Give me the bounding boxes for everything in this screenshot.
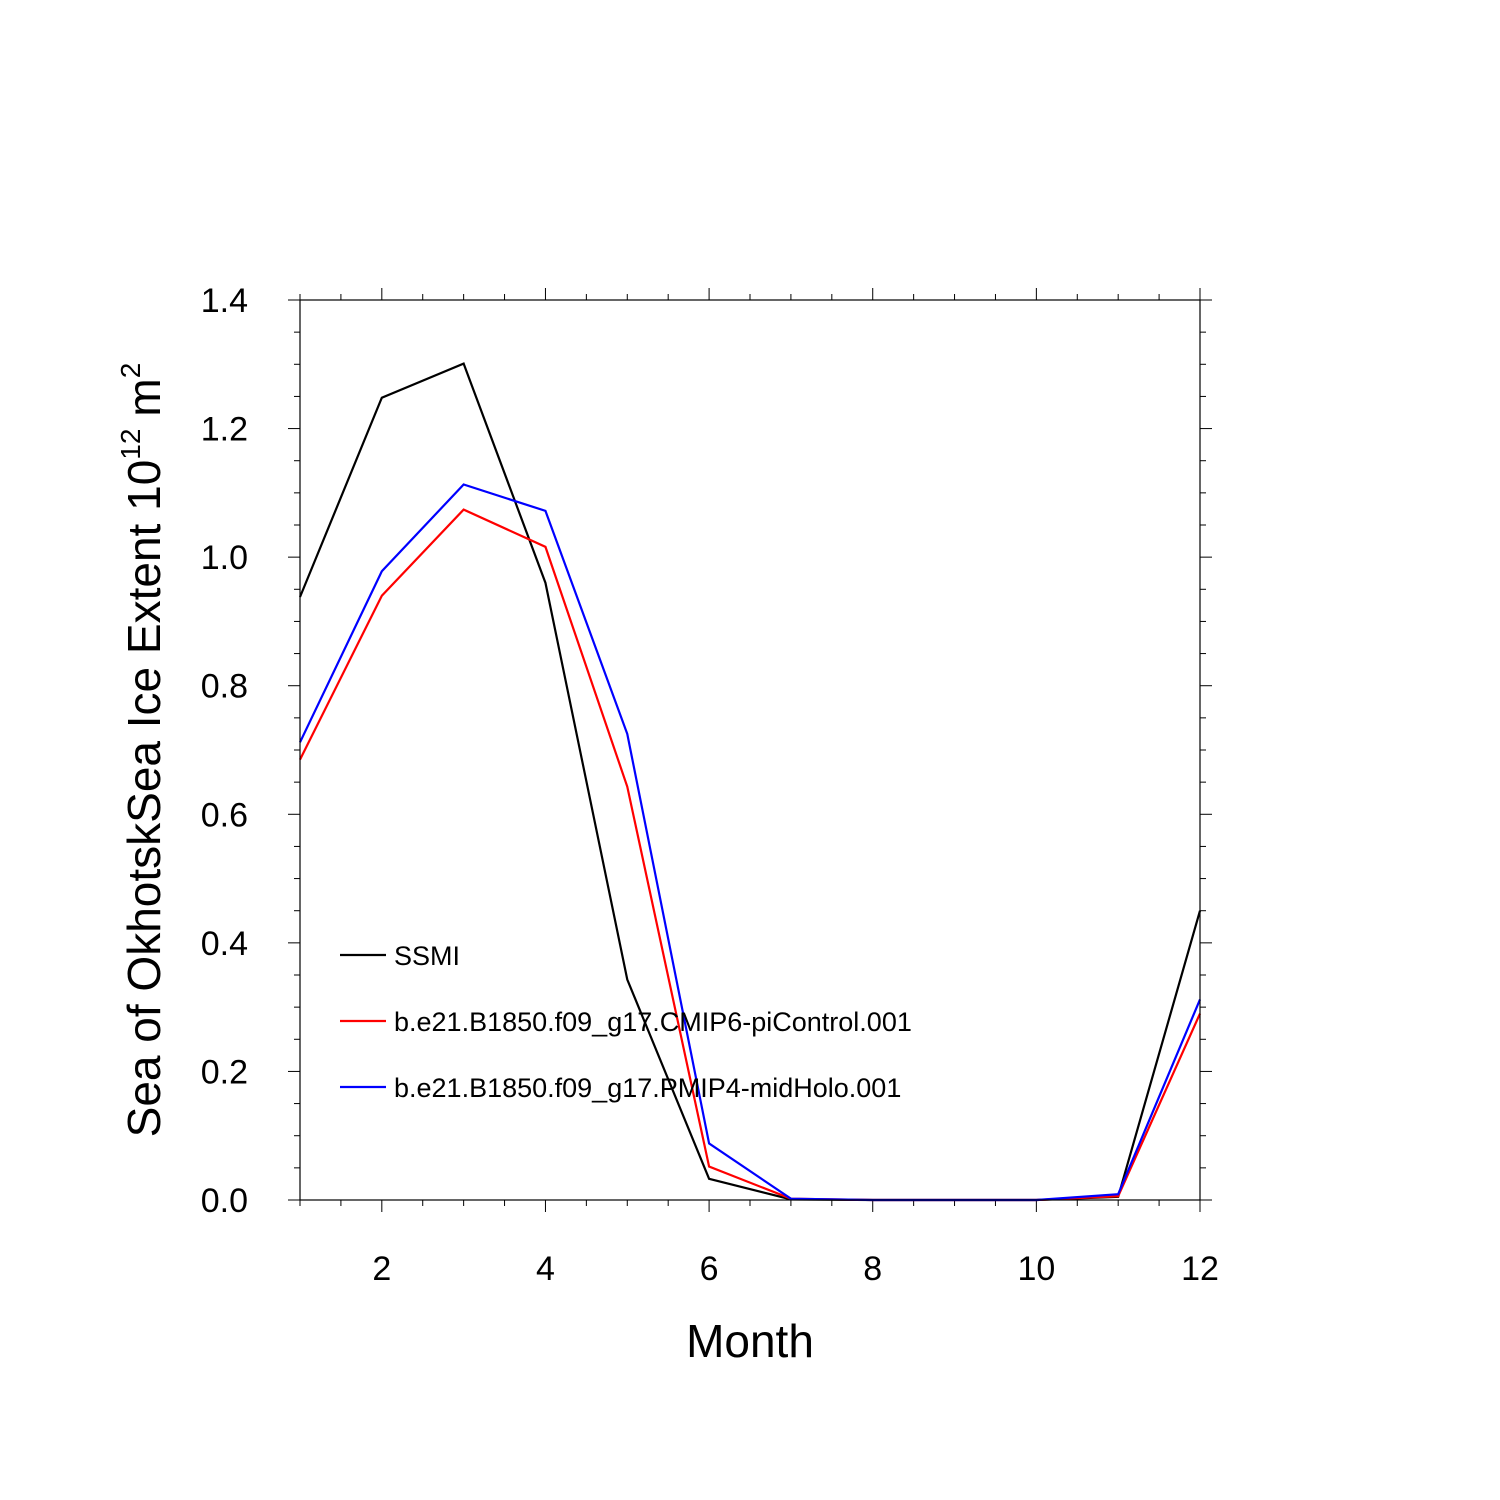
plot-frame xyxy=(299,299,1201,1201)
y-tick-label: 1.2 xyxy=(201,411,248,449)
y-tick-label: 0.0 xyxy=(201,1182,248,1220)
x-tick-label: 12 xyxy=(1181,1250,1219,1288)
y-tick-label: 0.2 xyxy=(201,1053,248,1091)
x-tick-label: 10 xyxy=(1017,1250,1055,1288)
tick-labels: 2 4 6 8 10 12 0.0 0.2 0.4 0.6 0.8 1.0 1.2 1.4 xyxy=(201,282,1219,1288)
legend-label-1: b.e21.B1850.f09_g17.CMIP6-piControl.001 xyxy=(394,1007,912,1037)
y-tick-label: 0.6 xyxy=(201,796,248,834)
y-axis-title-exponent: 12 xyxy=(115,429,146,460)
x-axis-title: Month xyxy=(686,1315,814,1367)
y-tick-label: 1.4 xyxy=(201,282,248,320)
legend-label-0: SSMI xyxy=(394,941,460,971)
y-axis-title-unit-exponent: 2 xyxy=(115,363,146,379)
legend: SSMI b.e21.B1850.f09_g17.CMIP6-piControl.… xyxy=(340,941,912,1103)
y-axis-title-unit: m xyxy=(118,378,170,416)
y-axis-title: Sea of OkhotskSea Ice Extent 1012 m2 xyxy=(115,363,170,1138)
x-tick-label: 8 xyxy=(863,1250,882,1288)
axis-ticks xyxy=(288,288,1212,1212)
x-tick-label: 4 xyxy=(536,1250,555,1288)
y-tick-label: 1.0 xyxy=(201,539,248,577)
x-tick-label: 6 xyxy=(700,1250,719,1288)
y-tick-label: 0.4 xyxy=(201,925,248,963)
y-tick-label: 0.8 xyxy=(201,668,248,706)
x-tick-label: 2 xyxy=(372,1250,391,1288)
legend-label-2: b.e21.B1850.f09_g17.PMIP4-midHolo.001 xyxy=(394,1073,901,1103)
y-axis-title-main: Sea of OkhotskSea Ice Extent 10 xyxy=(118,460,170,1138)
series-line-2 xyxy=(299,483,1202,1202)
